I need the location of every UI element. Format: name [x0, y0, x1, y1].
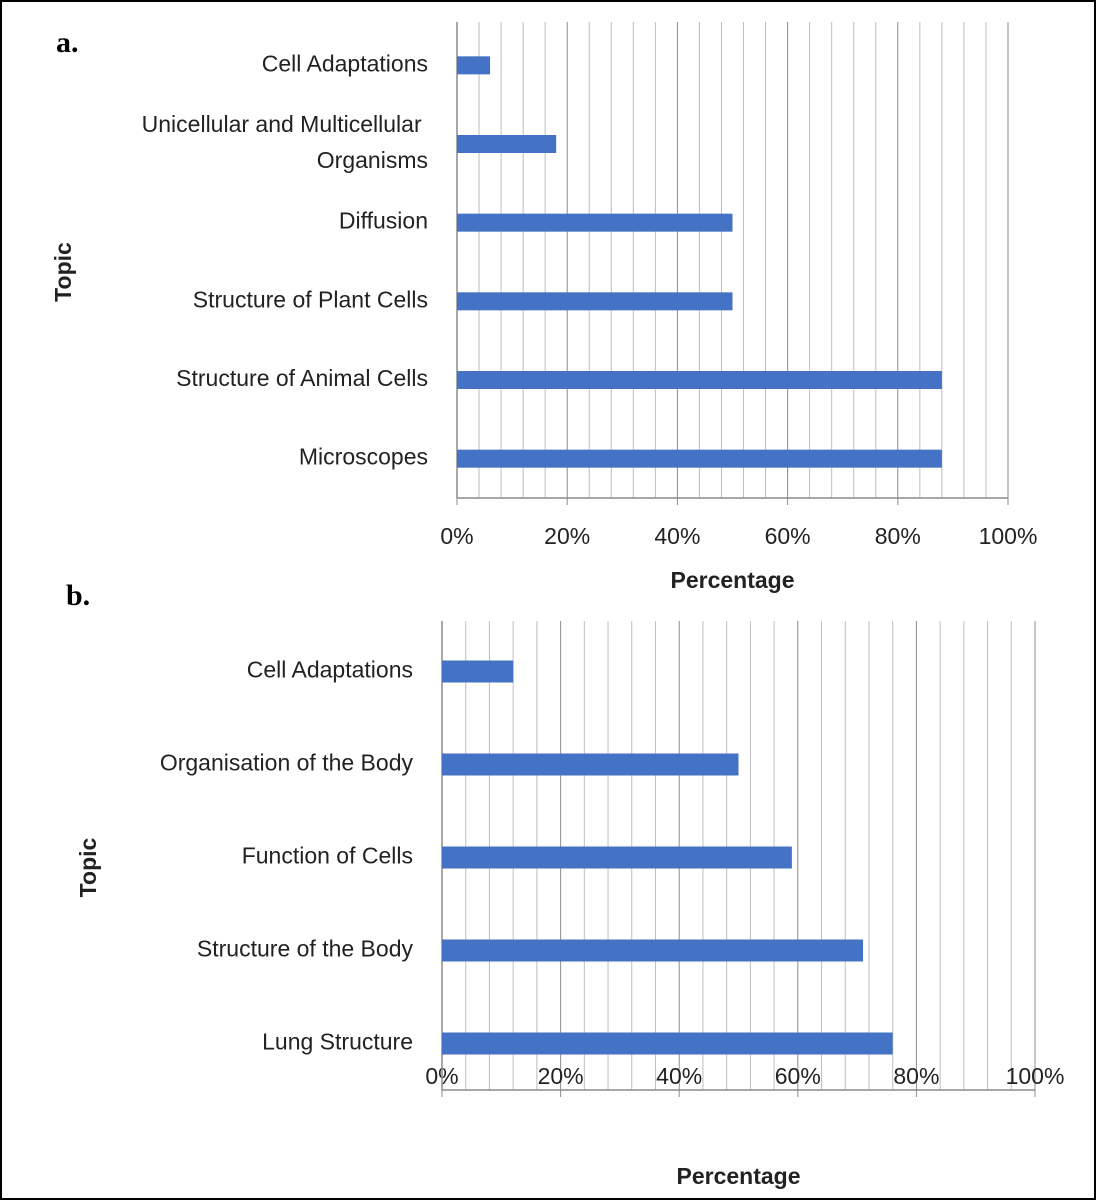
panel-label: b. [66, 579, 90, 612]
y-tick-label: Structure of Plant Cells [193, 286, 428, 312]
y-axis-label: Topic [75, 837, 101, 897]
y-tick-label: Microscopes [299, 444, 428, 470]
bar [457, 292, 733, 311]
x-tick-label: 20% [538, 1063, 584, 1089]
bar [442, 939, 864, 962]
y-tick-label: Organisation of the Body [160, 750, 414, 776]
panel-label: a. [56, 26, 79, 59]
x-tick-label: 60% [765, 523, 811, 549]
y-axis-label: Topic [50, 242, 76, 302]
x-tick-label: 80% [875, 523, 921, 549]
bar [442, 660, 514, 683]
x-tick-label: 100% [1006, 1063, 1065, 1089]
bar [442, 1032, 893, 1055]
x-tick-label: 40% [654, 523, 700, 549]
x-axis-label: Percentage [676, 1163, 800, 1189]
x-tick-label: 60% [775, 1063, 821, 1089]
bar [442, 753, 739, 776]
x-tick-label: 40% [656, 1063, 702, 1089]
bar [457, 449, 942, 468]
x-tick-label: 100% [979, 523, 1038, 549]
y-tick-label: Lung Structure [262, 1029, 413, 1055]
bar [442, 846, 792, 869]
y-tick-label: Structure of the Body [197, 936, 414, 962]
x-tick-label: 20% [544, 523, 590, 549]
y-tick-label: Unicellular and Multicellular Organisms [142, 111, 428, 173]
bar [457, 135, 557, 153]
bar [457, 56, 491, 75]
y-tick-label: Cell Adaptations [247, 657, 413, 683]
y-tick-label: Cell Adaptations [262, 50, 428, 76]
x-tick-label: 80% [893, 1063, 939, 1089]
x-tick-label: 0% [440, 523, 473, 549]
x-axis-label: Percentage [670, 567, 794, 593]
bar [457, 371, 942, 389]
y-tick-label: Function of Cells [242, 843, 413, 869]
y-tick-label: Structure of Animal Cells [176, 365, 428, 391]
bar [457, 213, 733, 232]
y-tick-label: Diffusion [339, 208, 428, 234]
